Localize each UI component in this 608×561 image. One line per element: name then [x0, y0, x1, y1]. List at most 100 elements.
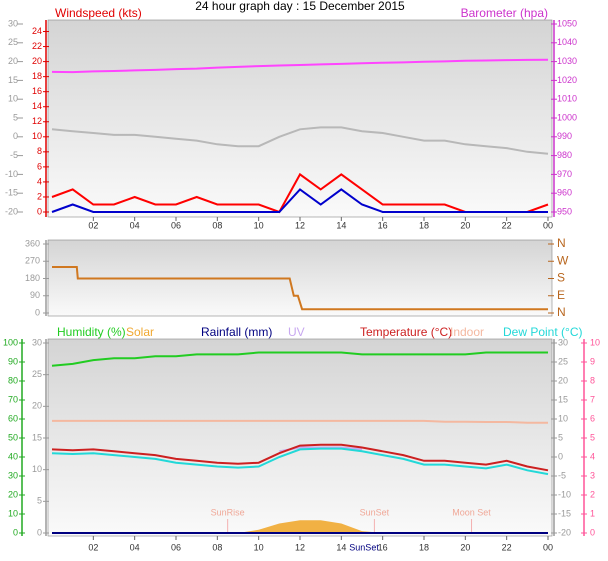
y-tick-label: 3	[590, 470, 595, 480]
x-tick-label: 18	[419, 220, 429, 230]
x-tick-label: 10	[254, 220, 264, 230]
x-tick-label: 02	[88, 220, 98, 230]
y-tick-label: 15	[558, 394, 568, 404]
y-tick-label: 5	[13, 112, 18, 122]
x-tick-label: 22	[502, 220, 512, 230]
y-tick-label: 14	[32, 101, 42, 111]
y-tick-label: 70	[8, 394, 18, 404]
y-tick-label: 0	[13, 527, 18, 537]
y-tick-label: -20	[5, 206, 18, 216]
y-tick-label: 1010	[557, 94, 577, 104]
x-tick-label: 08	[212, 542, 222, 552]
y3-axis-title: Barometer (hpa)	[461, 6, 548, 20]
y-tick-label: 20	[32, 401, 42, 411]
y-tick-label: 9	[590, 356, 595, 366]
legend-entry: Temperature (°C)	[360, 325, 452, 339]
x-tick-label: 22	[502, 542, 512, 552]
direction-label: N	[557, 305, 566, 319]
y-tick-label: 60	[8, 413, 18, 423]
legend-entry: UV	[288, 325, 305, 339]
x-tick-label: 14	[336, 542, 346, 552]
chart-title: 24 hour graph day : 15 December 2015	[195, 0, 405, 13]
x-tick-label: 12	[295, 220, 305, 230]
y-tick-label: 1030	[557, 56, 577, 66]
legend-entry: Indoor	[450, 325, 484, 339]
y-tick-label: 4	[590, 451, 595, 461]
y-tick-label: 980	[557, 150, 572, 160]
y-tick-label: 960	[557, 188, 572, 198]
y-tick-label: 1020	[557, 75, 577, 85]
y-tick-label: 0	[37, 206, 42, 216]
y-tick-label: 5	[590, 432, 595, 442]
y-tick-label: -5	[558, 470, 566, 480]
y-tick-label: 10	[32, 131, 42, 141]
y-tick-label: 20	[8, 56, 18, 66]
y-tick-label: 950	[557, 206, 572, 216]
y-tick-label: 80	[8, 375, 18, 385]
y-tick-label: 90	[8, 356, 18, 366]
line	[52, 266, 548, 311]
y-tick-label: 50	[8, 432, 18, 442]
line	[51, 443, 549, 472]
y-tick-label: 18	[32, 71, 42, 81]
y-tick-label: 0	[13, 131, 18, 141]
x-tick-label: 08	[212, 220, 222, 230]
annotation: Moon Set	[452, 507, 491, 517]
direction-label: N	[557, 236, 566, 250]
y-tick-label: 6	[37, 161, 42, 171]
line	[51, 351, 548, 367]
y-tick-label: 8	[590, 375, 595, 385]
y-tick-label: -15	[558, 508, 571, 518]
y-tick-label: 0	[35, 307, 40, 317]
legend-entry: Rainfall (mm)	[201, 325, 272, 339]
x-tick-label: 10	[254, 542, 264, 552]
y-tick-label: 30	[32, 337, 42, 347]
x-tick-label: 20	[460, 220, 470, 230]
y-tick-label: 20	[8, 489, 18, 499]
y-tick-label: 8	[37, 146, 42, 156]
y-tick-label: 7	[590, 394, 595, 404]
y-tick-label: 30	[8, 470, 18, 480]
y-tick-label: 10	[558, 413, 568, 423]
y-tick-label: 0	[558, 451, 563, 461]
y-tick-label: 2	[590, 489, 595, 499]
y-tick-label: 25	[8, 37, 18, 47]
x-tick-label: 06	[171, 220, 181, 230]
plot-area	[47, 19, 553, 218]
y-tick-label: 30	[8, 18, 18, 28]
y-tick-label: 15	[32, 432, 42, 442]
axis-annotation: SunSet	[349, 542, 379, 552]
line	[51, 58, 549, 74]
y-tick-label: 990	[557, 131, 572, 141]
legend-entry: Humidity (%)	[57, 325, 126, 339]
y-tick-label: 25	[558, 356, 568, 366]
y-tick-label: 5	[558, 432, 563, 442]
x-tick-label: 00	[543, 542, 553, 552]
y-tick-label: 10	[8, 94, 18, 104]
y-tick-label: 4	[37, 176, 42, 186]
x-tick-label: 16	[378, 542, 388, 552]
line	[51, 126, 549, 155]
y-tick-label: -20	[558, 527, 571, 537]
y-tick-label: 20	[32, 56, 42, 66]
y-tick-label: -10	[5, 169, 18, 179]
direction-label: E	[557, 288, 565, 302]
x-tick-label: 12	[295, 542, 305, 552]
area	[52, 520, 548, 533]
y-tick-label: 1	[590, 508, 595, 518]
y-tick-label: 10	[590, 337, 600, 347]
line	[51, 188, 548, 213]
y-tick-label: 10	[32, 464, 42, 474]
x-tick-label: 06	[171, 542, 181, 552]
legend-entry: Solar	[126, 325, 154, 339]
y-tick-label: 970	[557, 169, 572, 179]
y-tick-label: 24	[32, 26, 42, 36]
line	[52, 419, 548, 424]
direction-label: S	[557, 271, 565, 285]
y-tick-label: 0	[590, 527, 595, 537]
x-tick-label: 16	[378, 220, 388, 230]
y-tick-label: 22	[32, 41, 42, 51]
y-tick-label: 90	[30, 290, 40, 300]
y-axis-title: Windspeed (kts)	[55, 6, 142, 20]
